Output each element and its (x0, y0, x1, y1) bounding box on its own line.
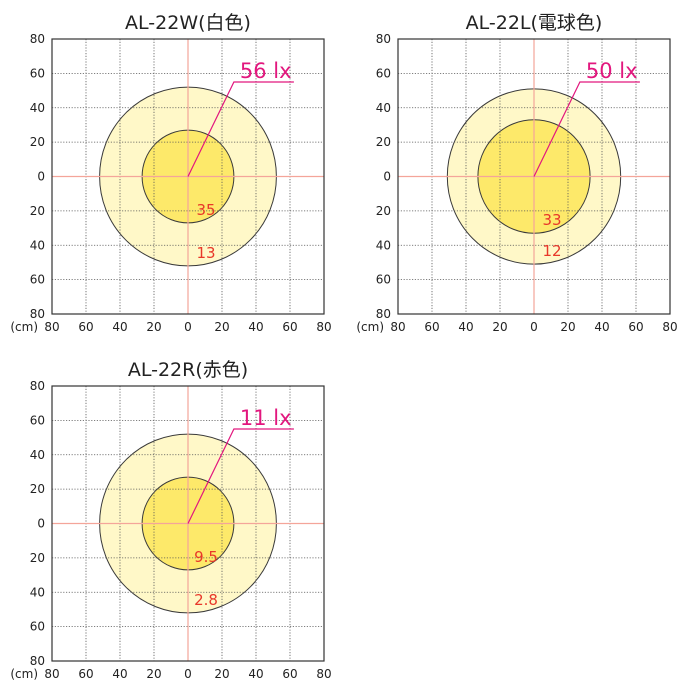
unit-label: (cm) (356, 320, 384, 334)
y-tick-label: 20 (376, 135, 391, 149)
chart-title: AL-22R(赤色) (128, 359, 248, 381)
x-tick-label: 20 (560, 320, 575, 334)
x-tick-label: 60 (282, 320, 297, 334)
x-tick-label: 40 (112, 320, 127, 334)
x-tick-label: 80 (44, 667, 59, 681)
center-lux-label: 11 lx (240, 406, 292, 430)
x-tick-label: 80 (662, 320, 677, 334)
y-tick-label: 0 (37, 517, 45, 531)
plot-frame (397, 38, 671, 315)
y-tick-label: 40 (30, 238, 45, 252)
y-tick-label: 20 (30, 204, 45, 218)
x-tick-label: 60 (78, 667, 93, 681)
center-lux-label: 56 lx (240, 59, 292, 83)
x-tick-label: 60 (424, 320, 439, 334)
x-tick-label: 40 (458, 320, 473, 334)
unit-label: (cm) (10, 667, 38, 681)
y-tick-label: 60 (30, 620, 45, 634)
center-lux-leader-line (533, 81, 640, 177)
inner-ring-lux-label: 35 (196, 201, 215, 219)
x-tick-label: 60 (78, 320, 93, 334)
y-tick-label: 0 (37, 170, 45, 184)
y-tick-label: 20 (30, 482, 45, 496)
y-tick-label: 20 (30, 551, 45, 565)
y-tick-label: 80 (376, 32, 391, 46)
y-tick-label: 20 (376, 204, 391, 218)
outer-ring-lux-label: 12 (542, 242, 561, 260)
center-lux-leader-line (187, 428, 294, 524)
x-tick-label: 40 (594, 320, 609, 334)
x-tick-label: 20 (214, 667, 229, 681)
y-tick-label: 40 (30, 101, 45, 115)
inner-ring-lux-label: 9.5 (194, 548, 218, 566)
x-tick-label: 80 (390, 320, 405, 334)
center-lux-leader-line (187, 81, 294, 177)
y-tick-label: 60 (30, 273, 45, 287)
x-tick-label: 20 (214, 320, 229, 334)
x-tick-label: 20 (146, 667, 161, 681)
plot-frame (51, 38, 325, 315)
x-tick-label: 80 (316, 667, 331, 681)
y-tick-label: 80 (30, 307, 45, 321)
x-tick-label: 0 (184, 320, 192, 334)
y-tick-label: 80 (30, 32, 45, 46)
x-tick-label: 40 (248, 320, 263, 334)
x-tick-label: 60 (282, 667, 297, 681)
y-tick-label: 60 (376, 273, 391, 287)
plot-frame (51, 385, 325, 662)
y-tick-label: 40 (30, 448, 45, 462)
y-tick-label: 80 (376, 307, 391, 321)
y-tick-label: 20 (30, 135, 45, 149)
y-tick-label: 0 (383, 170, 391, 184)
y-tick-label: 80 (30, 379, 45, 393)
unit-label: (cm) (10, 320, 38, 334)
x-tick-label: 20 (492, 320, 507, 334)
x-tick-label: 80 (44, 320, 59, 334)
y-tick-label: 60 (30, 66, 45, 80)
x-tick-label: 40 (112, 667, 127, 681)
chart-title: AL-22W(白色) (125, 12, 251, 34)
y-tick-label: 80 (30, 654, 45, 668)
x-tick-label: 0 (530, 320, 538, 334)
center-lux-label: 50 lx (586, 59, 638, 83)
outer-ring-lux-label: 13 (196, 244, 215, 262)
x-tick-label: 80 (316, 320, 331, 334)
inner-ring-lux-label: 33 (542, 211, 561, 229)
y-tick-label: 40 (376, 101, 391, 115)
chart-title: AL-22L(電球色) (466, 12, 603, 34)
y-tick-label: 40 (376, 238, 391, 252)
outer-ring-lux-label: 2.8 (194, 591, 218, 609)
x-tick-label: 0 (184, 667, 192, 681)
x-tick-label: 20 (146, 320, 161, 334)
x-tick-label: 40 (248, 667, 263, 681)
y-tick-label: 60 (30, 413, 45, 427)
x-tick-label: 60 (628, 320, 643, 334)
y-tick-label: 40 (30, 585, 45, 599)
y-tick-label: 60 (376, 66, 391, 80)
